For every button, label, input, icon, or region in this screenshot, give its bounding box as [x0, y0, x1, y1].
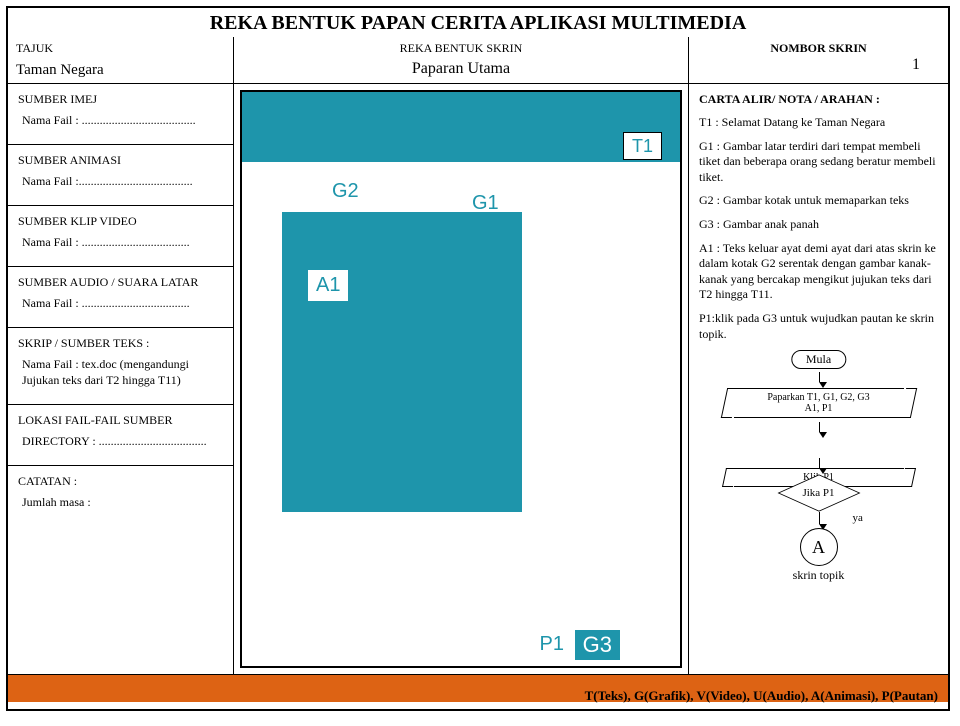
sec-video: SUMBER KLIP VIDEO Nama Fail : ..........…: [8, 206, 233, 267]
lokasi-value: DIRECTORY : ............................…: [18, 434, 225, 449]
video-label: SUMBER KLIP VIDEO: [18, 214, 225, 229]
storyboard-frame: REKA BENTUK PAPAN CERITA APLIKASI MULTIM…: [6, 6, 950, 711]
sec-catatan: CATATAN : Jumlah masa :: [8, 466, 233, 526]
catatan-value: Jumlah masa :: [18, 495, 225, 510]
legend: T(Teks), G(Grafik), V(Video), U(Audio), …: [585, 688, 938, 704]
flow-end: skrin topik: [793, 568, 845, 583]
animasi-label: SUMBER ANIMASI: [18, 153, 225, 168]
catatan-label: CATATAN :: [18, 474, 225, 489]
rbs-label: REKA BENTUK SKRIN: [242, 41, 680, 56]
nombor-value: 1: [697, 56, 940, 74]
main-title: REKA BENTUK PAPAN CERITA APLIKASI MULTIM…: [8, 8, 948, 37]
lokasi-label: LOKASI FAIL-FAIL SUMBER: [18, 413, 225, 428]
label-p1: P1: [540, 633, 564, 656]
sec-animasi: SUMBER ANIMASI Nama Fail :..............…: [8, 145, 233, 206]
note-g3: G3 : Gambar anak panah: [699, 217, 938, 233]
sec-skrip: SKRIP / SUMBER TEKS : Nama Fail : tex.do…: [8, 328, 233, 405]
screen-mockup: T1 G2 G1 A1 P1 G3: [240, 90, 682, 668]
imej-label: SUMBER IMEJ: [18, 92, 225, 107]
audio-label: SUMBER AUDIO / SUARA LATAR: [18, 275, 225, 290]
label-g1: G1: [472, 192, 499, 215]
note-p1: P1:klik pada G3 untuk wujudkan pautan ke…: [699, 311, 938, 342]
flow-connector: A: [800, 528, 838, 566]
sec-imej: SUMBER IMEJ Nama Fail : ................…: [8, 84, 233, 145]
audio-value: Nama Fail : ............................…: [18, 296, 225, 311]
middle-column: T1 G2 G1 A1 P1 G3: [234, 84, 688, 674]
right-title: CARTA ALIR/ NOTA / ARAHAN :: [699, 92, 938, 107]
tajuk-label: TAJUK: [16, 41, 225, 56]
flow-decision: Jika P1: [777, 474, 861, 512]
nombor-label: NOMBOR SKRIN: [697, 41, 940, 56]
flowchart: Mula Paparkan T1, G1, G2, G3 A1, P1 Klik…: [699, 350, 938, 580]
sec-lokasi: LOKASI FAIL-FAIL SUMBER DIRECTORY : ....…: [8, 405, 233, 466]
left-column: SUMBER IMEJ Nama Fail : ................…: [8, 84, 234, 674]
rbs-value: Paparan Utama: [242, 60, 680, 78]
main-row: SUMBER IMEJ Nama Fail : ................…: [8, 84, 948, 674]
note-a1: A1 : Teks keluar ayat demi ayat dari ata…: [699, 241, 938, 303]
header-rbs: REKA BENTUK SKRIN Paparan Utama: [234, 37, 688, 83]
label-g3: G3: [575, 630, 620, 660]
label-a1: A1: [308, 270, 348, 301]
tajuk-value: Taman Negara: [16, 62, 225, 79]
note-g1: G1 : Gambar latar terdiri dari tempat me…: [699, 139, 938, 186]
right-column: CARTA ALIR/ NOTA / ARAHAN : T1 : Selamat…: [688, 84, 948, 674]
teal-content-box: [282, 212, 522, 512]
header-row: TAJUK Taman Negara REKA BENTUK SKRIN Pap…: [8, 37, 948, 84]
label-t1: T1: [623, 132, 662, 160]
video-value: Nama Fail : ............................…: [18, 235, 225, 250]
sec-audio: SUMBER AUDIO / SUARA LATAR Nama Fail : .…: [8, 267, 233, 328]
flow-start: Mula: [791, 350, 846, 369]
animasi-value: Nama Fail :.............................…: [18, 174, 225, 189]
skrip-value: Nama Fail : tex.doc (mengandungi Jujukan…: [18, 357, 225, 388]
header-nombor: NOMBOR SKRIN 1: [688, 37, 948, 83]
teal-header-bar: [242, 92, 680, 162]
label-g2: G2: [332, 180, 359, 203]
flow-step1: Paparkan T1, G1, G2, G3 A1, P1: [734, 388, 904, 418]
note-t1: T1 : Selamat Datang ke Taman Negara: [699, 115, 938, 131]
note-g2: G2 : Gambar kotak untuk memaparkan teks: [699, 193, 938, 209]
header-tajuk: TAJUK Taman Negara: [8, 37, 234, 83]
flow-yes-label: ya: [853, 512, 863, 524]
imej-value: Nama Fail : ............................…: [18, 113, 225, 128]
skrip-label: SKRIP / SUMBER TEKS :: [18, 336, 225, 351]
